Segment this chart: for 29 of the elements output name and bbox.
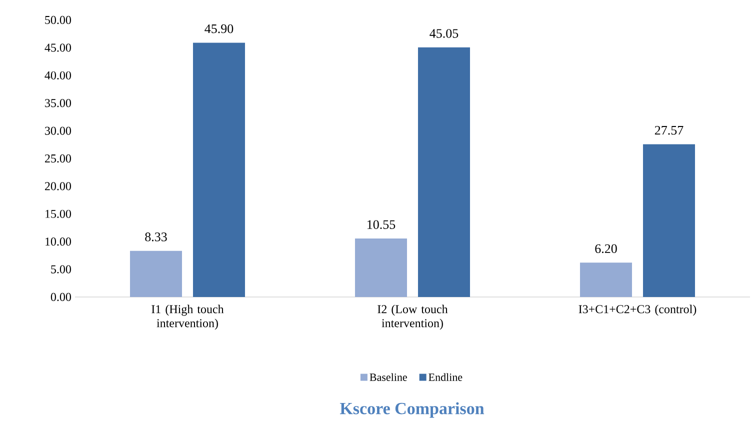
y-tick-label: 40.00 — [44, 71, 72, 80]
bar — [418, 47, 470, 297]
bar — [580, 262, 632, 297]
bar — [130, 250, 182, 297]
bar — [193, 42, 246, 297]
data-label: 6.20 — [595, 244, 617, 254]
y-tick-label: 50.00 — [45, 16, 72, 24]
y-tick-label: 10.00 — [46, 238, 72, 246]
data-label: 27.57 — [654, 126, 684, 135]
legend-label: Baseline — [370, 373, 407, 381]
y-tick-label: 5.00 — [51, 265, 72, 274]
legend-label: Endline — [428, 373, 462, 381]
x-tick-label: I2 (Low touch intervention) — [378, 304, 448, 330]
text: Kscore Comparison — [340, 402, 484, 418]
data-label: 45.05 — [430, 29, 458, 38]
data-label: 10.55 — [368, 220, 396, 230]
data-label: 8.33 — [145, 232, 167, 242]
x-tick-label: I3+C1+C2+C3 (control) — [578, 304, 696, 316]
y-tick-label: 25.00 — [45, 154, 72, 163]
bar — [355, 238, 408, 297]
x-tick-label: I1 (High touch intervention) — [152, 304, 224, 330]
y-tick-label: 35.00 — [45, 99, 72, 108]
y-tick-label: 20.00 — [45, 182, 72, 190]
y-tick-label: 30.00 — [45, 126, 72, 135]
data-label: 45.90 — [204, 24, 234, 34]
y-tick-label: 15.00 — [46, 210, 72, 218]
y-tick-label: 0.00 — [50, 292, 72, 302]
y-tick-label: 45.00 — [44, 44, 72, 52]
bar — [643, 144, 696, 297]
